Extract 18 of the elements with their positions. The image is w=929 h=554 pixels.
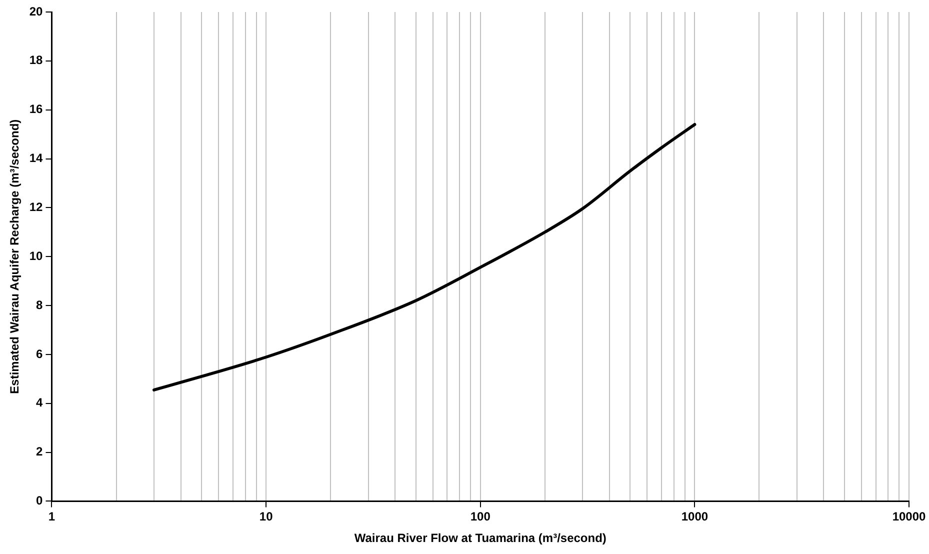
y-tick-label: 18: [29, 53, 44, 68]
x-tick-label: 10: [259, 510, 274, 524]
y-tick-label: 4: [36, 396, 44, 410]
y-tick-label: 0: [36, 494, 44, 508]
y-tick-label: 16: [29, 102, 44, 116]
y-tick-label: 20: [29, 4, 44, 18]
x-tick-label: 10000: [892, 510, 926, 524]
x-tick-label: 1: [48, 510, 56, 524]
y-tick-label: 6: [36, 346, 44, 361]
y-tick-label: 8: [36, 298, 44, 312]
y-tick-label: 2: [36, 444, 44, 459]
x-axis-title: Wairau River Flow at Tuamarina (m³/second): [354, 531, 606, 546]
y-axis-title: Estimated Wairau Aquifer Recharge (m³/second): [8, 119, 22, 394]
y-tick-label: 14: [29, 151, 44, 166]
x-tick-label: 1000: [681, 510, 708, 524]
y-tick-label: 10: [29, 248, 44, 263]
y-tick-label: 12: [29, 200, 44, 214]
x-tick-label: 100: [470, 510, 491, 524]
